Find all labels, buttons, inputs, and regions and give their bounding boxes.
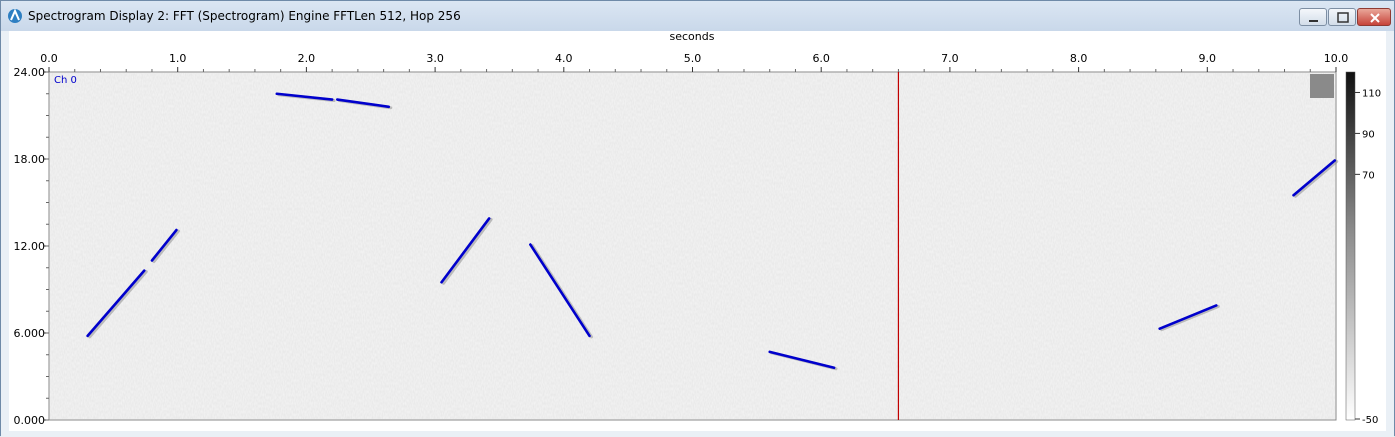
y-axis-ticks: 0.000 6.000 12.00 18.00 24.00 xyxy=(14,66,49,427)
trace-shadow xyxy=(1294,159,1339,198)
trace-shadow xyxy=(88,270,148,339)
x-tick-label: 7.0 xyxy=(941,52,959,65)
x-axis-label: seconds xyxy=(670,31,715,43)
frequency-trace xyxy=(768,350,836,370)
colorbar-tick-label: 70 xyxy=(1362,170,1375,181)
trace-shadow xyxy=(442,217,493,285)
x-tick-label: 9.0 xyxy=(1199,52,1217,65)
spectrogram-traces xyxy=(86,92,1339,371)
maximize-icon xyxy=(1337,12,1349,23)
trace-shadow xyxy=(1160,304,1220,332)
x-tick-label: 5.0 xyxy=(684,52,702,65)
frequency-trace xyxy=(1292,159,1337,197)
x-tick-label: 8.0 xyxy=(1070,52,1088,65)
x-tick-label: 0.0 xyxy=(40,52,58,65)
frequency-trace xyxy=(275,92,334,101)
y-tick-label: 6.000 xyxy=(14,327,46,340)
channel-label: Ch 0 xyxy=(54,75,77,86)
x-tick-label: 4.0 xyxy=(555,52,573,65)
maximize-button[interactable] xyxy=(1328,8,1356,26)
app-logo-icon xyxy=(8,8,22,23)
colorbar-ticks: -50 70 90 110 xyxy=(1355,88,1381,426)
y-tick-label: 12.00 xyxy=(14,240,46,253)
colorbar-tick-label: -50 xyxy=(1362,415,1378,426)
x-tick-label: 6.0 xyxy=(812,52,830,65)
window-title: Spectrogram Display 2: FFT (Spectrogram)… xyxy=(28,9,461,23)
colorbar-tick-label: 110 xyxy=(1362,88,1381,99)
minimize-icon xyxy=(1309,20,1318,22)
colorbar-tick-label: 90 xyxy=(1362,129,1375,140)
window-bottom-edge xyxy=(1,431,1394,437)
close-icon xyxy=(1370,13,1380,23)
frequency-trace xyxy=(150,228,178,262)
frequency-trace xyxy=(529,243,591,338)
frequency-trace xyxy=(440,217,491,284)
minimize-button[interactable] xyxy=(1299,8,1327,26)
corner-marker xyxy=(1310,74,1334,98)
x-tick-label: 3.0 xyxy=(426,52,444,65)
spectrogram-view[interactable]: seconds 0.0 1.0 2.0 3.0 4.0 5.0 6.0 7.0 8.0 9.0 10… xyxy=(9,30,1386,431)
y-tick-label: 18.00 xyxy=(14,153,46,166)
close-button[interactable] xyxy=(1357,8,1391,26)
frequency-trace xyxy=(335,98,391,109)
noise-texture xyxy=(50,73,1335,419)
frequency-trace xyxy=(86,269,146,338)
x-axis-ticks: 0.0 1.0 2.0 3.0 4.0 5.0 6.0 7.0 8.0 9.0 10.0 xyxy=(40,52,1348,72)
x-tick-label: 1.0 xyxy=(169,52,187,65)
colorbar xyxy=(1345,71,1356,421)
frequency-trace xyxy=(1158,304,1218,330)
y-tick-label: 0.000 xyxy=(14,414,46,427)
title-bar[interactable]: Spectrogram Display 2: FFT (Spectrogram)… xyxy=(1,1,1394,31)
spectrogram-plot[interactable]: seconds 0.0 1.0 2.0 3.0 4.0 5.0 6.0 7.0 8.0 9.0 10… xyxy=(9,30,1386,431)
x-tick-label: 10.0 xyxy=(1324,52,1349,65)
y-tick-label: 24.00 xyxy=(14,66,46,79)
trace-shadow xyxy=(152,229,180,263)
x-tick-label: 2.0 xyxy=(298,52,316,65)
